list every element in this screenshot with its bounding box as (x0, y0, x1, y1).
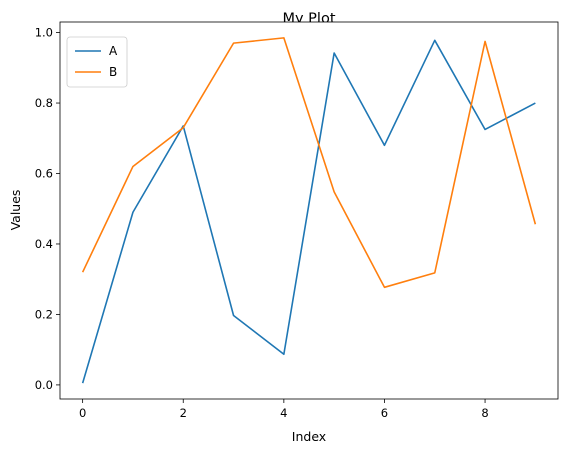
series-lines (81, 37, 537, 384)
series-line-b (81, 37, 537, 289)
legend-label: A (109, 44, 118, 58)
x-tick-label: 8 (481, 406, 488, 420)
y-tick-label: 1.0 (35, 26, 53, 40)
x-tick-label: 6 (381, 406, 388, 420)
y-tick-label: 0.6 (35, 167, 53, 181)
legend-label: B (109, 65, 117, 79)
y-tick-label: 0.0 (35, 378, 53, 392)
y-axis-label: Values (8, 190, 23, 231)
x-axis-ticks: 0 2 4 6 8 (79, 399, 489, 420)
x-tick-label: 0 (79, 406, 86, 420)
x-tick-label: 2 (180, 406, 187, 420)
plot-frame-border (59, 21, 559, 400)
legend-box (66, 36, 128, 88)
y-axis-ticks: 0.0 0.2 0.4 0.6 0.8 1.0 (35, 26, 60, 392)
y-tick-label: 0.2 (35, 307, 53, 321)
legend: AB (66, 36, 128, 88)
y-tick-label: 0.4 (35, 237, 53, 251)
x-tick-label: 4 (280, 406, 287, 420)
series-line-a (81, 39, 536, 384)
y-tick-label: 0.8 (35, 96, 53, 110)
x-axis-label: Index (292, 429, 326, 444)
